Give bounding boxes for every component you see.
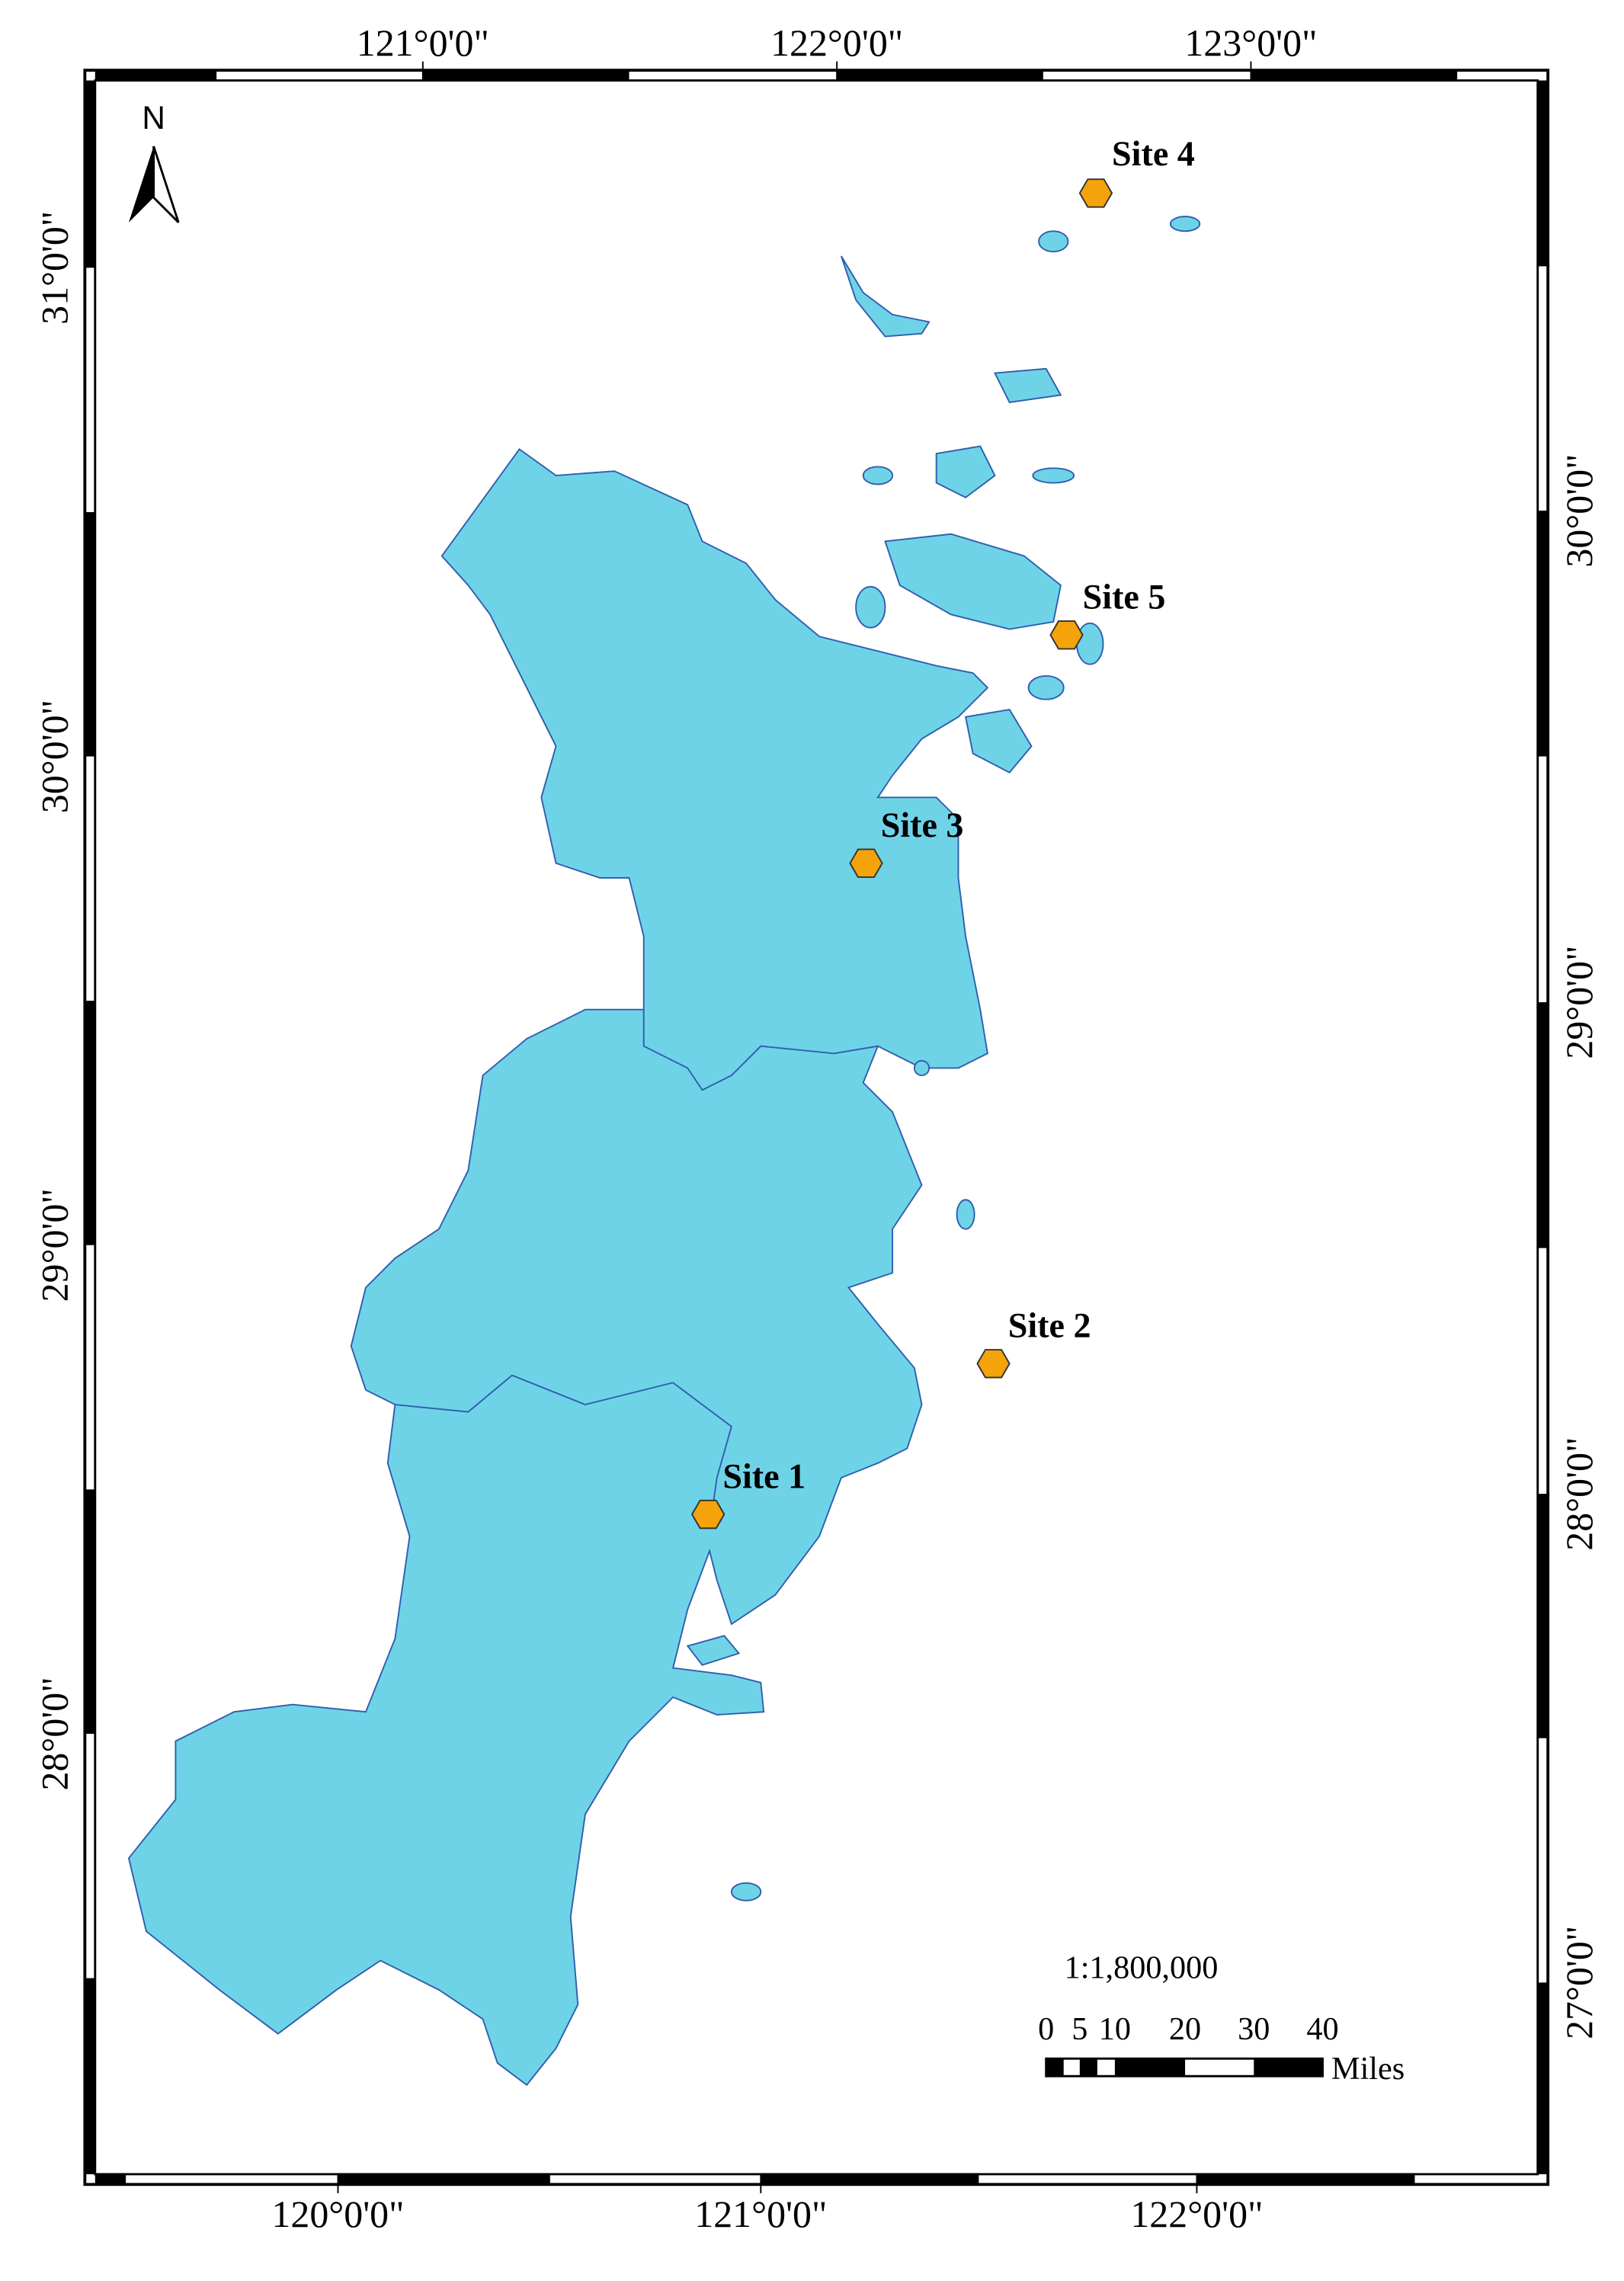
- frame-band: [1537, 80, 1549, 267]
- site-label: Site 1: [722, 1456, 806, 1495]
- left-label: 30°0'0": [34, 700, 75, 813]
- frame-band: [1251, 70, 1458, 81]
- island: [855, 585, 886, 629]
- frame-band: [1537, 1982, 1549, 2174]
- scale-tick-label: 30: [1238, 2011, 1270, 2047]
- bottom-label: 120°0'0": [271, 2193, 404, 2235]
- island: [993, 367, 1062, 403]
- site-label: Site 2: [1008, 1306, 1091, 1345]
- top-label: 121°0'0": [357, 22, 489, 64]
- right-label: 29°0'0": [1558, 946, 1600, 1059]
- frame-band: [422, 70, 629, 81]
- scale-tick-label: 20: [1169, 2011, 1201, 2047]
- top-label: 122°0'0": [770, 22, 903, 64]
- island: [935, 445, 996, 498]
- right-label: 27°0'0": [1558, 1926, 1600, 2039]
- site-marker: [1049, 620, 1084, 650]
- north-label: N: [142, 100, 165, 136]
- scale-ratio: 1:1,800,000: [1065, 1950, 1219, 1986]
- site-label: Site 5: [1083, 578, 1166, 617]
- island: [840, 255, 931, 338]
- boundary: [395, 1374, 733, 1530]
- scale-tick-label: 10: [1099, 2011, 1131, 2047]
- frame-band: [837, 70, 1043, 81]
- frame-band: [761, 2174, 979, 2185]
- island: [1032, 467, 1075, 484]
- frame-band: [85, 1489, 95, 1734]
- scale-segment: [1046, 2058, 1064, 2077]
- frame-band: [94, 70, 217, 81]
- site-marker: [690, 1499, 726, 1530]
- right-label: 28°0'0": [1558, 1437, 1600, 1551]
- island: [1027, 674, 1065, 700]
- left-label: 31°0'0": [34, 211, 75, 325]
- island: [862, 466, 894, 485]
- frame-band: [338, 2174, 550, 2185]
- frame-band: [1537, 1002, 1549, 1248]
- scale-tick-label: 5: [1071, 2011, 1087, 2047]
- left-label: 28°0'0": [34, 1677, 75, 1790]
- scale-segment: [1079, 2058, 1097, 2077]
- frame-band: [85, 511, 95, 757]
- island: [1038, 230, 1069, 253]
- top-label: 123°0'0": [1184, 22, 1317, 64]
- island: [884, 533, 1062, 630]
- island: [956, 1199, 975, 1230]
- island: [1169, 216, 1201, 232]
- frame-band: [85, 1978, 95, 2174]
- island: [686, 1635, 741, 1666]
- island: [913, 1059, 931, 1077]
- frame-band: [1537, 511, 1549, 757]
- bottom-label: 121°0'0": [694, 2193, 827, 2235]
- site-label: Site 3: [881, 806, 964, 844]
- right-label: 30°0'0": [1558, 453, 1600, 567]
- frame-band: [94, 2174, 127, 2185]
- bottom-label: 122°0'0": [1130, 2193, 1263, 2235]
- land: [127, 216, 1201, 2087]
- island: [1076, 622, 1104, 665]
- scale-segment: [1114, 2058, 1186, 2077]
- scale-segment: [1254, 2058, 1323, 2077]
- site-label: Site 4: [1112, 134, 1195, 173]
- left-label: 29°0'0": [34, 1188, 75, 1302]
- frame-band: [1196, 2174, 1415, 2185]
- site-marker: [849, 848, 883, 878]
- map-frame: [83, 69, 1550, 2186]
- frame-band: [85, 80, 95, 268]
- scale-tick-label: 0: [1038, 2011, 1054, 2047]
- mainland: [127, 448, 989, 2087]
- north-arrow-right: [152, 146, 180, 223]
- site-marker: [976, 1349, 1011, 1379]
- boundary: [642, 1009, 879, 1091]
- island: [730, 1882, 762, 1901]
- scale-unit: Miles: [1331, 2051, 1405, 2087]
- frame-band: [85, 1001, 95, 1245]
- scale-tick-label: 40: [1306, 2011, 1338, 2047]
- site-marker: [1078, 178, 1113, 208]
- frame-band: [1537, 1494, 1549, 1738]
- island: [964, 709, 1033, 774]
